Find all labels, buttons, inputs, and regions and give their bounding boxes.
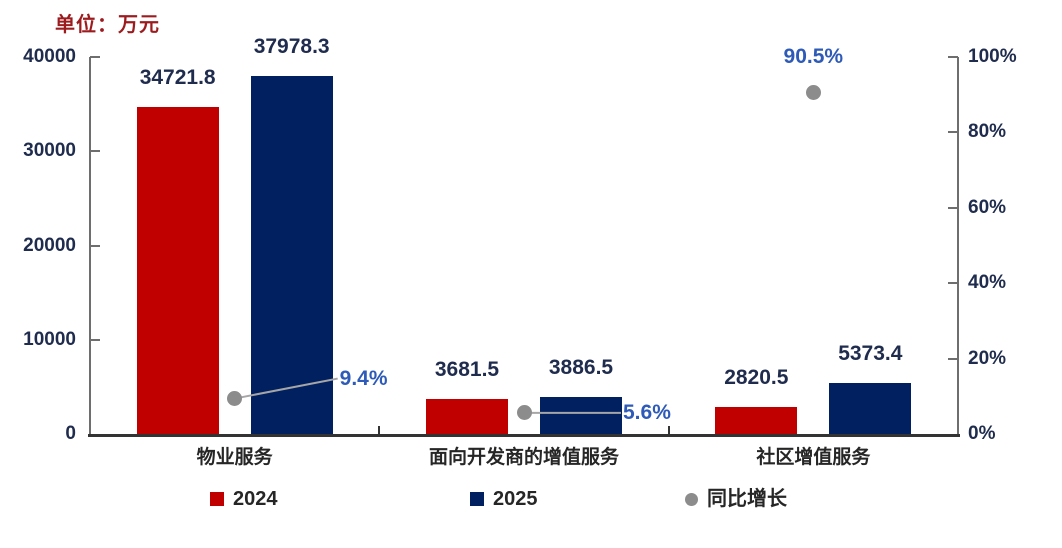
y-axis-right-tick	[948, 357, 958, 360]
y-axis-right-tick	[948, 131, 958, 134]
category-label-0: 物业服务	[196, 447, 273, 468]
y-axis-left-tick	[90, 150, 100, 153]
bar-2024-cat0	[136, 106, 219, 434]
value-label-2025-cat1: 3886.5	[548, 356, 614, 380]
y-axis-left-line	[89, 57, 91, 436]
growth-dot-cat2	[805, 85, 821, 101]
y-axis-right-tick-label: 80%	[968, 121, 1007, 143]
x-axis-line	[88, 434, 960, 437]
bar-2024-cat2	[715, 407, 798, 434]
legend-label: 2024	[233, 488, 278, 510]
y-axis-right-tick-label: 0%	[968, 423, 996, 444]
value-label-2024-cat0: 34721.8	[139, 65, 216, 89]
y-axis-left-tick-label: 30000	[23, 140, 76, 162]
growth-dot-cat1	[516, 405, 532, 421]
bar-2025-cat1	[540, 397, 622, 434]
y-axis-left-tick-label: 20000	[23, 234, 76, 256]
y-axis-right-tick	[948, 56, 958, 58]
value-label-2025-cat2: 5373.4	[838, 342, 903, 366]
legend-swatch-square-1	[470, 492, 484, 506]
value-label-2024-cat2: 2820.5	[724, 366, 789, 390]
growth-dot-cat0	[227, 391, 243, 407]
y-axis-right-tick-label: 60%	[968, 196, 1007, 218]
y-axis-right-tick	[948, 282, 958, 285]
y-axis-left-tick	[90, 338, 100, 341]
legend-item-growth: 同比增长	[685, 488, 787, 510]
legend-label: 同比增长	[707, 488, 787, 510]
value-label-2025-cat0: 37978.3	[253, 35, 330, 59]
x-axis-boundary-tick	[667, 426, 670, 434]
growth-label-cat2: 90.5%	[783, 44, 844, 68]
y-axis-right-tick-label: 20%	[968, 347, 1007, 369]
y-axis-left-tick	[90, 244, 100, 247]
y-axis-right-tick	[948, 206, 958, 209]
bar-2024-cat1	[426, 399, 508, 434]
bar-2025-cat2	[829, 383, 912, 434]
legend-item-2024: 2024	[210, 488, 278, 510]
y-axis-left-tick-label: 10000	[23, 328, 76, 350]
category-label-1: 面向开发商的增值服务	[428, 447, 619, 468]
legend-label: 2025	[493, 488, 538, 510]
category-label-2: 社区增值服务	[756, 447, 871, 468]
x-axis-boundary-tick	[378, 426, 381, 434]
y-axis-left-tick-label: 40000	[23, 46, 76, 67]
y-axis-left-tick-label: 0	[65, 423, 76, 444]
y-axis-left-tick	[90, 56, 100, 58]
growth-label-cat1: 5.6%	[623, 400, 671, 424]
unit-label: 单位：万元	[55, 14, 160, 36]
y-axis-right-tick-label: 100%	[968, 46, 1017, 67]
growth-label-cat0: 9.4%	[339, 366, 388, 390]
legend-swatch-circle-2	[685, 492, 698, 506]
y-axis-right-tick-label: 40%	[968, 272, 1007, 294]
value-label-2024-cat1: 3681.5	[434, 358, 500, 382]
y-axis-right-line	[957, 57, 959, 436]
legend-item-2025: 2025	[470, 488, 538, 510]
legend-swatch-square-0	[210, 492, 224, 506]
bar-2025-cat0	[250, 76, 333, 434]
